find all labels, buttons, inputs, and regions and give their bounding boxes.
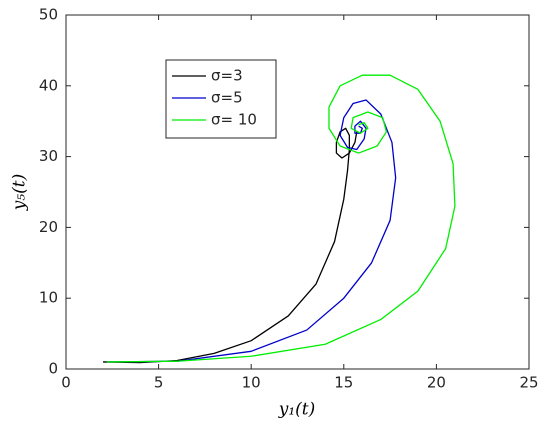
x-tick-label: 10 [242, 374, 261, 392]
x-tick-label: 5 [154, 374, 164, 392]
x-tick-label: 0 [61, 374, 71, 392]
y-tick-label: 50 [39, 6, 58, 24]
line-series [106, 99, 397, 363]
plot-frame [65, 14, 530, 370]
x-axis-label: y₁(t) [278, 400, 316, 420]
legend-label: σ=5 [211, 89, 243, 107]
y-axis-label: y₅(t) [10, 174, 30, 212]
y-tick-label: 20 [39, 218, 58, 236]
y-tick-label: 30 [39, 147, 58, 165]
x-tick-label: 20 [427, 374, 446, 392]
x-tick-label: 25 [519, 374, 538, 392]
y-tick-label: 0 [48, 360, 58, 378]
x-tick-label: 15 [334, 374, 353, 392]
y-tick-label: 10 [39, 289, 58, 307]
line-series [103, 127, 358, 364]
legend-label: σ=3 [211, 67, 243, 85]
line-series [106, 74, 456, 363]
legend-box [165, 59, 277, 139]
legend-label: σ= 10 [211, 111, 257, 129]
y-tick-label: 40 [39, 76, 58, 94]
